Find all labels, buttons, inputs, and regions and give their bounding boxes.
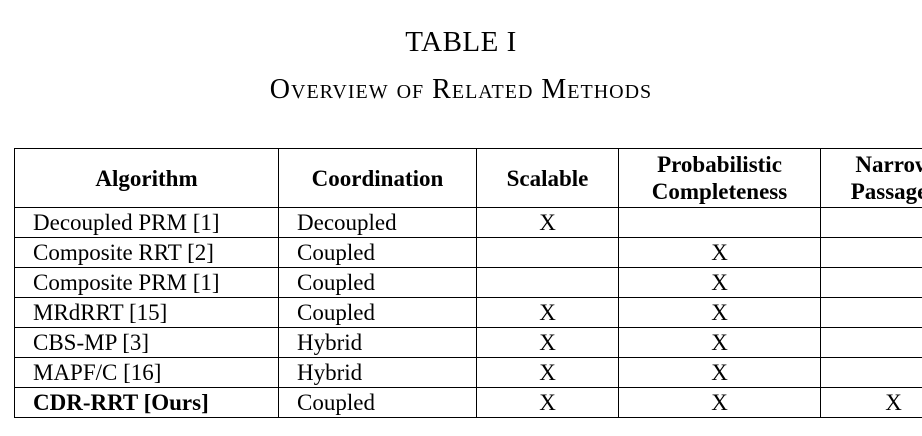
- cell-narrow: [820, 237, 922, 268]
- cell-algorithm: Composite PRM [1]: [14, 267, 279, 298]
- table-row: Composite PRM [1] Coupled X: [14, 267, 922, 298]
- header-narrow-line2: Passages: [850, 179, 922, 204]
- header-narrow-passages: Narrow Passages: [820, 148, 922, 208]
- cell-narrow: [820, 297, 922, 328]
- cell-coordination: Decoupled: [278, 207, 477, 238]
- cell-narrow: [820, 267, 922, 298]
- cell-coordination: Coupled: [278, 387, 477, 418]
- table-row: MRdRRT [15] Coupled X X: [14, 297, 922, 328]
- cell-coordination: Hybrid: [278, 357, 477, 388]
- cell-scalable: [476, 237, 619, 268]
- cell-probabilistic: X: [618, 237, 821, 268]
- table-row: CBS-MP [3] Hybrid X X: [14, 327, 922, 358]
- cell-algorithm: Decoupled PRM [1]: [14, 207, 279, 238]
- table-number: TABLE I: [405, 26, 517, 58]
- cell-scalable: X: [476, 327, 619, 358]
- cell-scalable: [476, 267, 619, 298]
- cell-coordination: Coupled: [278, 297, 477, 328]
- cell-probabilistic: X: [618, 387, 821, 418]
- cell-scalable: X: [476, 207, 619, 238]
- table-row: Decoupled PRM [1] Decoupled X: [14, 207, 922, 238]
- cell-probabilistic: X: [618, 267, 821, 298]
- cell-algorithm: MAPF/C [16]: [14, 357, 279, 388]
- cell-coordination: Coupled: [278, 267, 477, 298]
- cell-narrow: [820, 357, 922, 388]
- header-probabilistic-completeness: Probabilistic Completeness: [618, 148, 821, 208]
- cell-algorithm: Composite RRT [2]: [14, 237, 279, 268]
- cell-probabilistic: X: [618, 357, 821, 388]
- table-row: MAPF/C [16] Hybrid X X: [14, 357, 922, 388]
- cell-narrow: [820, 327, 922, 358]
- table-title: Overview of Related Methods: [269, 74, 653, 105]
- header-probabilistic-line1: Probabilistic: [657, 152, 782, 177]
- header-narrow-line1: Narrow: [855, 152, 922, 177]
- cell-narrow: X: [820, 387, 922, 418]
- cell-coordination: Hybrid: [278, 327, 477, 358]
- cell-probabilistic: X: [618, 327, 821, 358]
- cell-scalable: X: [476, 387, 619, 418]
- cell-scalable: X: [476, 297, 619, 328]
- cell-scalable: X: [476, 357, 619, 388]
- header-scalable: Scalable: [476, 148, 619, 208]
- cell-algorithm: CDR-RRT [Ours]: [14, 387, 279, 418]
- related-methods-table: Algorithm Coordination Scalable Probabil…: [14, 148, 922, 418]
- cell-algorithm: MRdRRT [15]: [14, 297, 279, 328]
- cell-narrow: [820, 207, 922, 238]
- cell-probabilistic: X: [618, 297, 821, 328]
- table-header-row: Algorithm Coordination Scalable Probabil…: [14, 148, 922, 208]
- table-row-ours: CDR-RRT [Ours] Coupled X X X: [14, 387, 922, 418]
- cell-algorithm: CBS-MP [3]: [14, 327, 279, 358]
- header-probabilistic-line2: Completeness: [651, 179, 788, 204]
- header-coordination: Coordination: [278, 148, 477, 208]
- table-row: Composite RRT [2] Coupled X: [14, 237, 922, 268]
- cell-coordination: Coupled: [278, 237, 477, 268]
- header-algorithm: Algorithm: [14, 148, 279, 208]
- cell-probabilistic: [618, 207, 821, 238]
